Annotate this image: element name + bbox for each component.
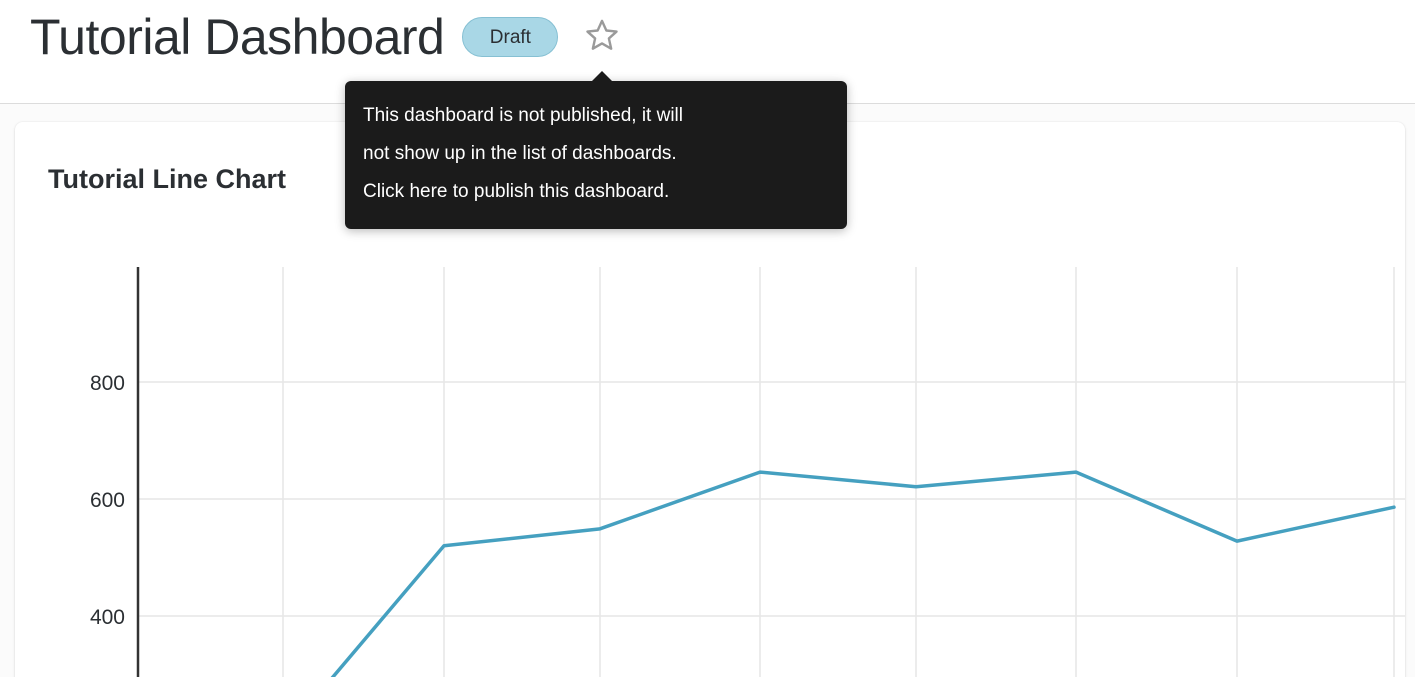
draft-status-badge[interactable]: Draft (462, 17, 559, 57)
favorite-star-button[interactable] (582, 17, 622, 57)
page-title: Tutorial Dashboard (30, 9, 445, 65)
star-outline-icon (584, 17, 620, 58)
chart-card-title: Tutorial Line Chart (48, 164, 287, 194)
tooltip-arrow (591, 71, 613, 82)
y-axis-tick-label: 400 (90, 606, 125, 629)
y-axis-tick-label: 800 (90, 372, 125, 395)
chart-series-line[interactable] (283, 470, 1396, 677)
header-title-group: Tutorial Dashboard Draft (0, 0, 622, 70)
tooltip-line-1: This dashboard is not published, it will (363, 105, 684, 126)
publish-tooltip: This dashboard is not published, it will… (345, 71, 847, 229)
y-axis-tick-label: 600 (90, 489, 125, 512)
tooltip-line-2: not show up in the list of dashboards. (363, 143, 677, 164)
line-chart-svg[interactable]: 400 600 800 (15, 122, 1405, 677)
tooltip-line-3: Click here to publish this dashboard. (363, 181, 670, 202)
line-chart[interactable]: 400 600 800 (15, 122, 1405, 677)
